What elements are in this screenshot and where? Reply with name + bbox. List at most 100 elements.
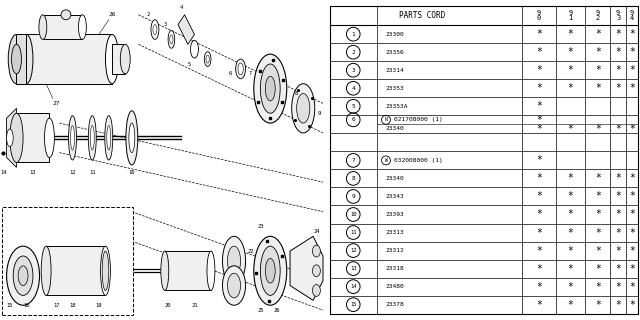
Text: *: * xyxy=(536,210,541,220)
Ellipse shape xyxy=(12,44,21,74)
Ellipse shape xyxy=(312,284,321,296)
Text: 9
1: 9 1 xyxy=(568,10,573,21)
Text: 032008000 (1): 032008000 (1) xyxy=(394,158,442,163)
Text: *: * xyxy=(536,29,541,39)
Text: *: * xyxy=(615,210,621,220)
Bar xyxy=(26,35,112,84)
Text: *: * xyxy=(536,300,541,310)
Text: 1: 1 xyxy=(351,32,355,37)
Ellipse shape xyxy=(100,246,111,295)
Text: 23: 23 xyxy=(257,224,264,229)
Ellipse shape xyxy=(41,246,51,295)
Ellipse shape xyxy=(254,236,287,305)
Text: 3: 3 xyxy=(163,22,166,27)
Text: *: * xyxy=(595,47,601,57)
Ellipse shape xyxy=(129,123,135,153)
Text: *: * xyxy=(629,65,635,75)
Ellipse shape xyxy=(13,256,33,295)
Text: *: * xyxy=(568,228,573,237)
Ellipse shape xyxy=(170,35,173,44)
Text: 24: 24 xyxy=(313,229,319,234)
Text: 10: 10 xyxy=(350,212,356,217)
Ellipse shape xyxy=(107,126,111,150)
Text: *: * xyxy=(568,245,573,256)
Text: 021708000 (1): 021708000 (1) xyxy=(394,117,442,122)
Ellipse shape xyxy=(297,93,310,123)
Bar xyxy=(46,246,106,295)
Ellipse shape xyxy=(168,30,175,48)
Ellipse shape xyxy=(312,265,321,277)
Text: 23356: 23356 xyxy=(386,50,404,55)
Polygon shape xyxy=(290,236,323,300)
Ellipse shape xyxy=(6,246,40,305)
Text: *: * xyxy=(629,173,635,183)
Ellipse shape xyxy=(105,116,113,160)
Ellipse shape xyxy=(236,59,246,79)
Text: 23378: 23378 xyxy=(386,302,404,307)
Text: 23300: 23300 xyxy=(386,32,404,37)
Text: 20: 20 xyxy=(165,303,172,308)
Text: *: * xyxy=(629,264,635,274)
Text: *: * xyxy=(568,124,573,134)
Ellipse shape xyxy=(45,118,54,157)
Text: *: * xyxy=(536,245,541,256)
Text: 23313: 23313 xyxy=(386,230,404,235)
Bar xyxy=(112,44,125,74)
Text: 17: 17 xyxy=(52,303,60,308)
Text: 14: 14 xyxy=(0,170,6,175)
Ellipse shape xyxy=(120,44,130,74)
Ellipse shape xyxy=(223,236,246,285)
Text: 27: 27 xyxy=(52,101,60,106)
Ellipse shape xyxy=(292,84,315,133)
Bar xyxy=(165,251,211,291)
Ellipse shape xyxy=(61,10,71,20)
Text: 7: 7 xyxy=(351,158,355,163)
Text: 2: 2 xyxy=(351,50,355,55)
Text: *: * xyxy=(629,191,635,202)
Text: *: * xyxy=(536,101,541,111)
Ellipse shape xyxy=(266,76,275,101)
Text: 4: 4 xyxy=(180,5,183,10)
Text: *: * xyxy=(568,83,573,93)
Text: *: * xyxy=(615,245,621,256)
Text: *: * xyxy=(615,228,621,237)
Ellipse shape xyxy=(10,113,23,163)
Ellipse shape xyxy=(106,35,118,84)
Text: 26: 26 xyxy=(108,12,116,17)
Text: *: * xyxy=(615,124,621,134)
Text: *: * xyxy=(629,83,635,93)
Ellipse shape xyxy=(153,25,157,35)
Text: *: * xyxy=(615,300,621,310)
Text: *: * xyxy=(595,83,601,93)
Text: 23353: 23353 xyxy=(386,86,404,91)
Text: 23340: 23340 xyxy=(386,176,404,181)
Text: *: * xyxy=(536,173,541,183)
Ellipse shape xyxy=(238,63,243,75)
Text: *: * xyxy=(536,83,541,93)
Ellipse shape xyxy=(68,116,76,160)
Ellipse shape xyxy=(223,266,246,305)
Text: *: * xyxy=(629,245,635,256)
Text: *: * xyxy=(615,29,621,39)
Polygon shape xyxy=(178,15,195,44)
Ellipse shape xyxy=(79,15,86,39)
Text: *: * xyxy=(595,65,601,75)
Text: *: * xyxy=(595,228,601,237)
Text: 10: 10 xyxy=(129,170,135,175)
Text: 23318: 23318 xyxy=(386,266,404,271)
Text: *: * xyxy=(568,264,573,274)
Text: 23340: 23340 xyxy=(386,126,404,131)
Ellipse shape xyxy=(191,40,198,58)
Ellipse shape xyxy=(151,20,159,39)
Text: *: * xyxy=(629,282,635,292)
Text: 15: 15 xyxy=(350,302,356,307)
Text: 9
0: 9 0 xyxy=(536,10,541,21)
Ellipse shape xyxy=(6,129,13,147)
Text: *: * xyxy=(536,191,541,202)
Ellipse shape xyxy=(227,246,241,276)
Text: *: * xyxy=(568,173,573,183)
Ellipse shape xyxy=(206,55,209,63)
Text: 2: 2 xyxy=(147,12,150,17)
Text: *: * xyxy=(568,300,573,310)
Text: *: * xyxy=(536,65,541,75)
